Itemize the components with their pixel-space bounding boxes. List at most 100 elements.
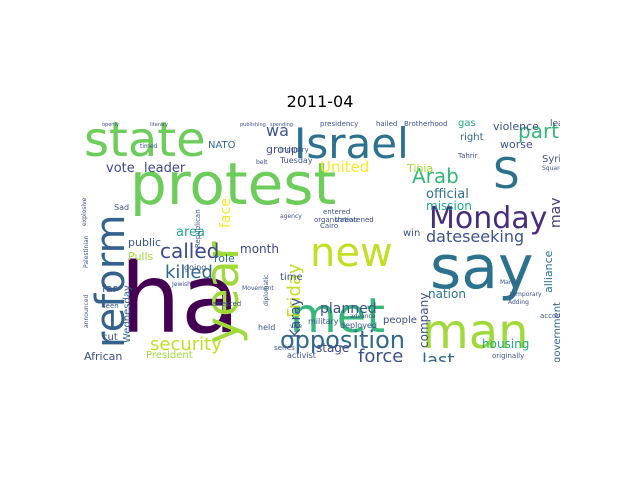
word-brotherhood: Brotherhood: [404, 120, 448, 128]
word-year: year: [195, 241, 249, 344]
word-diplomatic: diplomatic: [263, 275, 270, 306]
word-tahrir: Tahrir: [457, 152, 478, 160]
word-alliance: alliance: [542, 250, 555, 293]
word-series: series: [274, 344, 295, 352]
word-time: time: [280, 272, 303, 283]
word-held: held: [258, 323, 275, 332]
word-called: called: [160, 239, 219, 263]
word-palestinian: Palestinian: [83, 235, 90, 268]
word-leader: leader: [144, 161, 186, 176]
word-win: win: [403, 228, 420, 239]
word-opposition: opposition: [280, 326, 405, 354]
word-government: government: [552, 302, 560, 362]
word-violence: violence: [493, 120, 539, 133]
word-least: least: [550, 119, 560, 129]
word-adding: Adding: [508, 299, 529, 306]
word-industry: industry: [280, 146, 309, 154]
word-protest: protest: [130, 150, 336, 218]
word-entered: entered: [323, 208, 350, 216]
word-timed: timed: [140, 143, 158, 150]
word-state: state: [84, 118, 206, 168]
word-nation: nation: [428, 287, 466, 301]
word-openly: openly: [102, 122, 119, 128]
word-s: S: [493, 149, 520, 198]
word-publishing: publishing: [240, 122, 266, 128]
word-planned: planned: [320, 301, 377, 317]
word-african: African: [84, 350, 122, 362]
word-explosive: explosive: [81, 197, 88, 226]
word-may: may: [548, 197, 560, 228]
word-security: security: [150, 334, 222, 355]
word-group: group: [266, 143, 298, 156]
word-pulls: Pulls: [128, 250, 154, 263]
word-dateseeking: dateseeking: [426, 227, 524, 246]
word-military: military: [308, 317, 339, 326]
word-spending: spending: [270, 122, 293, 128]
word-wa: wa: [266, 121, 289, 140]
word-ha: ha: [120, 243, 240, 355]
word-met: met: [290, 288, 385, 344]
word-official: official: [426, 187, 469, 202]
word-month: month: [240, 242, 279, 256]
word-republican: Republican: [194, 209, 202, 248]
word-vise: vise: [290, 323, 302, 330]
word-seen: seen: [102, 302, 119, 310]
word-square: Square: [542, 165, 560, 172]
word-party: party: [518, 119, 560, 143]
word-movement: Movement: [242, 285, 274, 292]
word-cut: cut: [102, 332, 118, 343]
word-announced: announced: [83, 294, 90, 328]
word-monday: Monday: [429, 201, 547, 236]
word-tuesday: Tuesday: [279, 156, 313, 165]
word-presidency: presidency: [320, 120, 358, 128]
word-friday: Friday: [284, 263, 305, 318]
word-face: face: [218, 198, 234, 228]
word-new: new: [310, 230, 393, 276]
word-nato: NATO: [208, 140, 236, 151]
word-man: man: [422, 304, 529, 360]
word-say: say: [430, 233, 534, 303]
word-temporary: temporary: [510, 291, 542, 298]
word-literary: literary: [150, 122, 168, 128]
word-advance: advance: [350, 313, 376, 320]
word-vote: vote: [106, 161, 135, 176]
word-president: President: [146, 350, 193, 361]
word-according: according: [540, 312, 560, 320]
word-israel: Israel: [294, 119, 409, 168]
word-housing: housing: [482, 337, 529, 351]
word-originally: originally: [492, 352, 524, 360]
word-arab: Arab: [412, 164, 459, 188]
word-far: far: [102, 282, 118, 295]
word-going: going: [184, 263, 206, 272]
word-last: last: [422, 350, 454, 362]
word-gas: gas: [458, 118, 476, 129]
word-karay: Karay: [288, 298, 304, 338]
word-force: force: [358, 346, 403, 362]
word-mission: mission: [426, 199, 472, 213]
word-right: right: [460, 132, 484, 143]
word-cairo: Cairo: [320, 222, 338, 230]
word-threatened: threatened: [335, 216, 374, 224]
word-deployed: deployed: [340, 321, 377, 330]
word-sad: Sad: [114, 203, 129, 212]
word-people: people: [383, 315, 417, 326]
word-reform: reform: [88, 215, 134, 348]
word-activist: activist: [287, 351, 316, 360]
chart-title: 2011-04: [286, 92, 354, 111]
word-worse: worse: [500, 138, 533, 151]
word-stage: stage: [316, 341, 349, 355]
word-public: public: [128, 236, 161, 249]
word-united: United: [320, 158, 369, 176]
word-hailed: hailed: [376, 120, 397, 128]
word-tibia: Tibia: [406, 162, 433, 175]
word-belt: belt: [256, 159, 268, 166]
word-cloud-area: ha protest state say man met year Israel reform n…: [80, 118, 560, 362]
word-wednesday: Wednesday: [122, 285, 133, 343]
word-area: area: [176, 225, 205, 240]
word-arrested: arrested: [212, 300, 241, 308]
word-agency: agency: [280, 213, 302, 220]
word-organization: organization: [314, 216, 358, 224]
word-syria: Syria: [542, 154, 560, 165]
word-killed: killed: [165, 262, 213, 283]
